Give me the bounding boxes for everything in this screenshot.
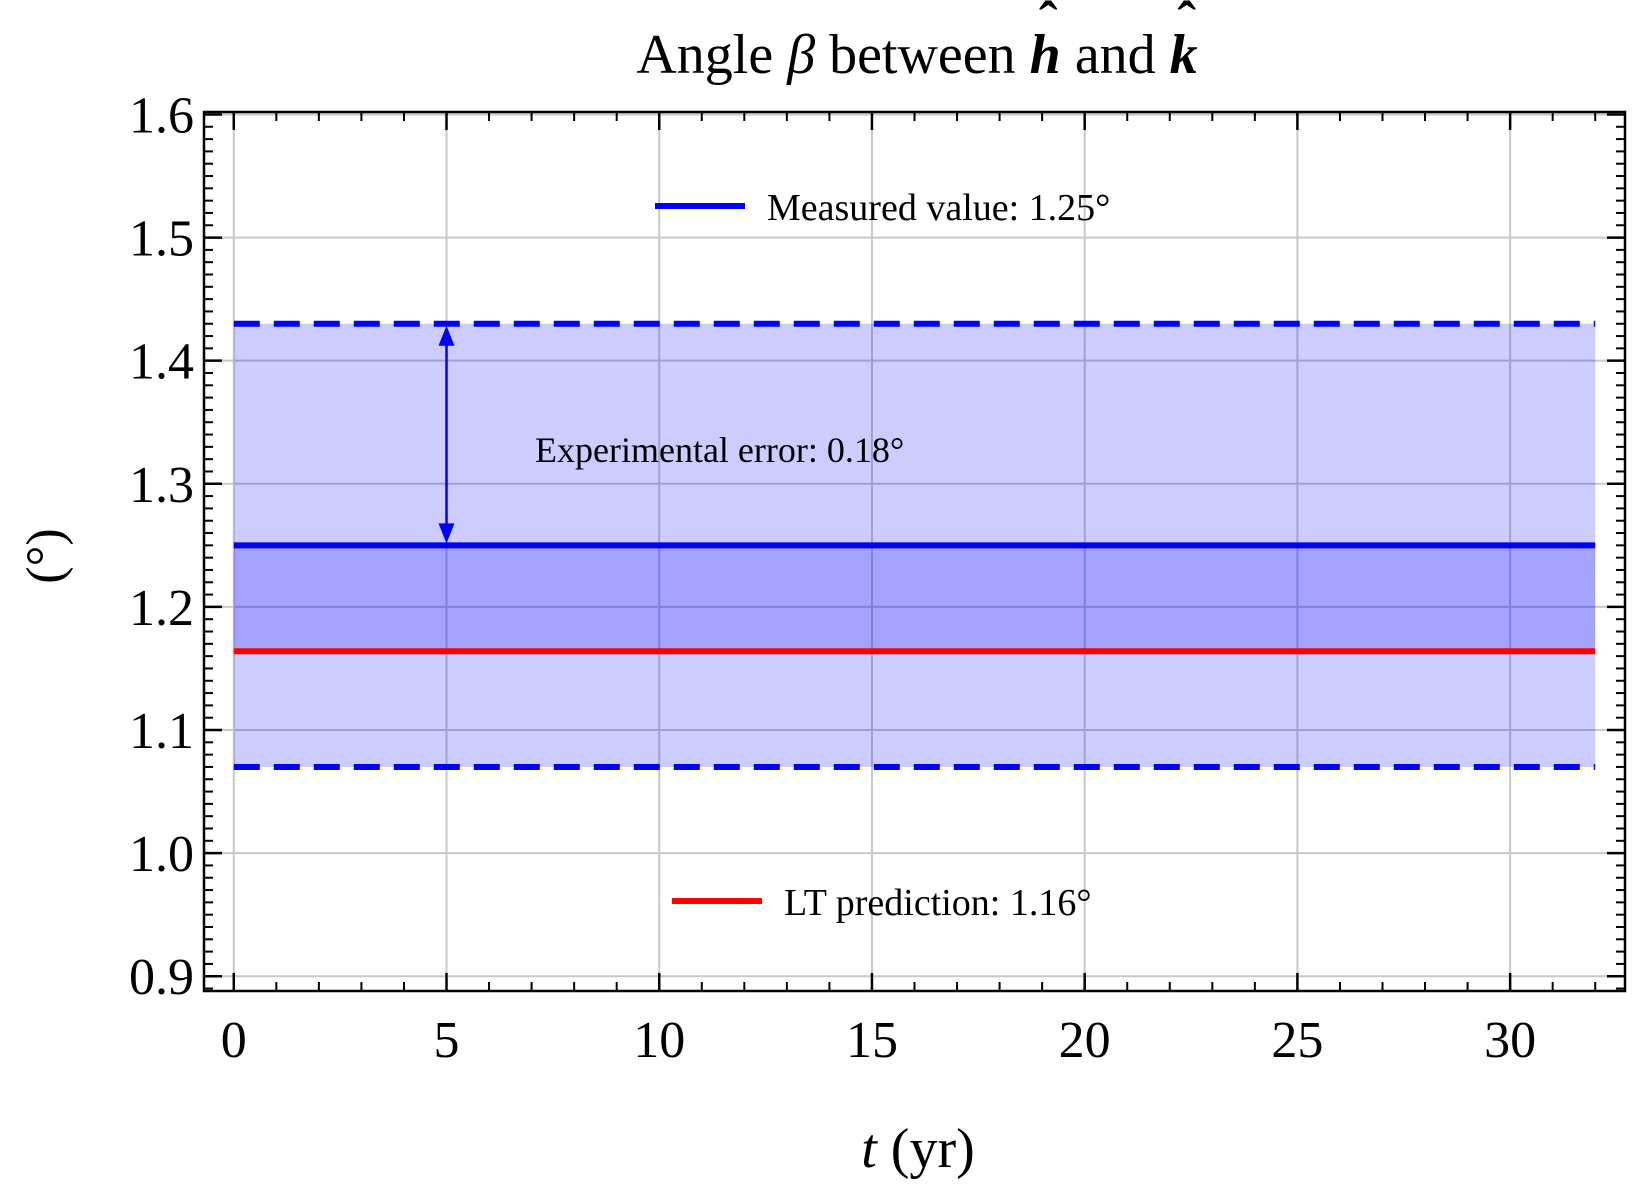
chart-title: Angle β between h and k [636,24,1197,86]
x-tick-label: 30 [1484,1012,1536,1069]
title-vec1: h [1030,24,1061,86]
grid [204,112,1625,991]
annotations: Experimental error: 0.18° [438,325,904,544]
x-tick-label: 10 [633,1012,685,1069]
x-tick-label: 15 [846,1012,898,1069]
error-arrow-head-bottom [438,523,455,544]
y-axis-label: (°) [17,528,74,583]
title-conj: and [1061,24,1170,86]
y-tick-label: 1.1 [129,703,194,760]
x-tick-label: 5 [434,1012,460,1069]
legend: Measured value: 1.25° LT prediction: 1.16… [655,187,1110,924]
legend-label: LT prediction: 1.16° [784,882,1092,924]
x-tick-label: 20 [1059,1012,1111,1069]
title-middle: between [815,24,1030,86]
legend-label: Measured value: 1.25° [767,187,1110,229]
y-tick-label: 1.4 [129,334,194,391]
x-tick-label: 25 [1271,1012,1323,1069]
y-tick-label: 1.6 [129,87,194,144]
title-hat-k: ˆ [1177,0,1196,53]
title-prefix: Angle [636,24,787,86]
title-hat-h: ˆ [1039,0,1058,53]
x-axis-label: t (yr) [861,1118,975,1180]
error-annotation-label: Experimental error: 0.18° [535,430,904,470]
title-vec2: k [1170,24,1198,86]
x-axis-var: t [861,1118,878,1180]
x-tick-label: 0 [221,1012,247,1069]
y-tick-label: 0.9 [129,949,194,1006]
overlap-band-fill [233,545,1596,652]
error-arrow-head-top [438,325,455,346]
y-tick-label: 1.3 [129,457,194,514]
x-axis-unit: (yr) [877,1118,975,1180]
y-tick-label: 1.5 [129,211,194,268]
title-symbol: β [786,24,815,86]
series-lines [233,320,1596,770]
y-tick-label: 1.2 [129,580,194,637]
y-tick-label: 1.0 [129,826,194,883]
ticks: 0 5 10 15 20 25 30 0.9 1.0 1.1 1.2 1.3 1.4 1.5 1.6 [129,87,1625,1069]
